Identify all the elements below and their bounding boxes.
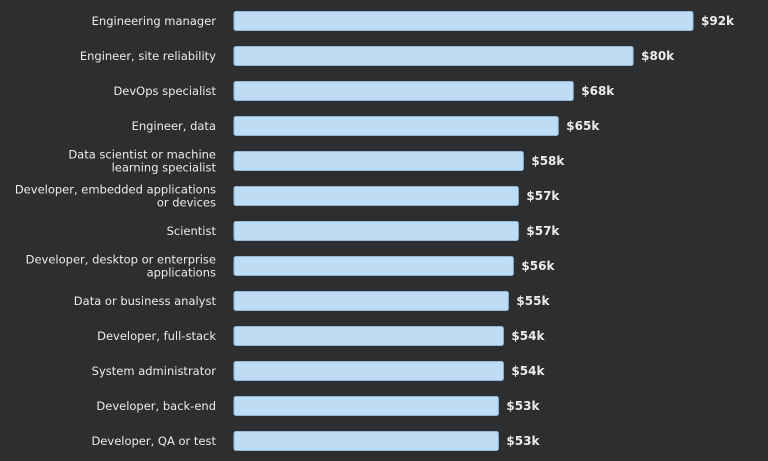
category-label: Developer, back-end bbox=[96, 399, 216, 413]
category-label: Developer, full-stack bbox=[97, 329, 216, 343]
value-label: $57k bbox=[526, 224, 560, 238]
value-label: $53k bbox=[506, 399, 540, 413]
value-label: $54k bbox=[511, 364, 545, 378]
category-label: Developer, desktop or enterprise applicat… bbox=[26, 253, 216, 280]
bar-7 bbox=[233, 256, 514, 276]
value-label: $58k bbox=[531, 154, 565, 168]
bar-11 bbox=[233, 396, 499, 416]
value-labels: $92k $80k $68k $65k $58k $57k $57k $56k $55k $54k… bbox=[506, 14, 735, 448]
bar-0 bbox=[233, 11, 694, 31]
bar-5 bbox=[233, 186, 519, 206]
category-label: Data scientist or machine learning specia… bbox=[68, 148, 216, 175]
value-label: $53k bbox=[506, 434, 540, 448]
bar-9 bbox=[233, 326, 504, 346]
category-label: Developer, embedded applications or devic… bbox=[15, 183, 216, 210]
bar-3 bbox=[233, 116, 559, 136]
bars bbox=[233, 11, 694, 451]
category-label: System administrator bbox=[92, 364, 217, 378]
bar-6 bbox=[233, 221, 519, 241]
bar-12 bbox=[233, 431, 499, 451]
category-label: Developer, QA or test bbox=[91, 434, 216, 448]
value-label: $68k bbox=[581, 84, 615, 98]
category-label: DevOps specialist bbox=[113, 84, 216, 98]
category-label: Scientist bbox=[167, 224, 217, 238]
value-label: $92k bbox=[701, 14, 735, 28]
category-label: Engineer, site reliability bbox=[80, 49, 216, 63]
bar-8 bbox=[233, 291, 509, 311]
category-label: Engineer, data bbox=[132, 119, 216, 133]
value-label: $54k bbox=[511, 329, 545, 343]
bar-4 bbox=[233, 151, 524, 171]
bar-1 bbox=[233, 46, 634, 66]
value-label: $65k bbox=[566, 119, 600, 133]
value-label: $55k bbox=[516, 294, 550, 308]
value-label: $56k bbox=[521, 259, 555, 273]
value-label: $57k bbox=[526, 189, 560, 203]
bar-10 bbox=[233, 361, 504, 381]
category-labels: Engineering manager Engineer, site reliab… bbox=[15, 14, 217, 448]
bar-2 bbox=[233, 81, 574, 101]
category-label: Engineering manager bbox=[92, 14, 217, 28]
value-label: $80k bbox=[641, 49, 675, 63]
category-label: Data or business analyst bbox=[74, 294, 217, 308]
